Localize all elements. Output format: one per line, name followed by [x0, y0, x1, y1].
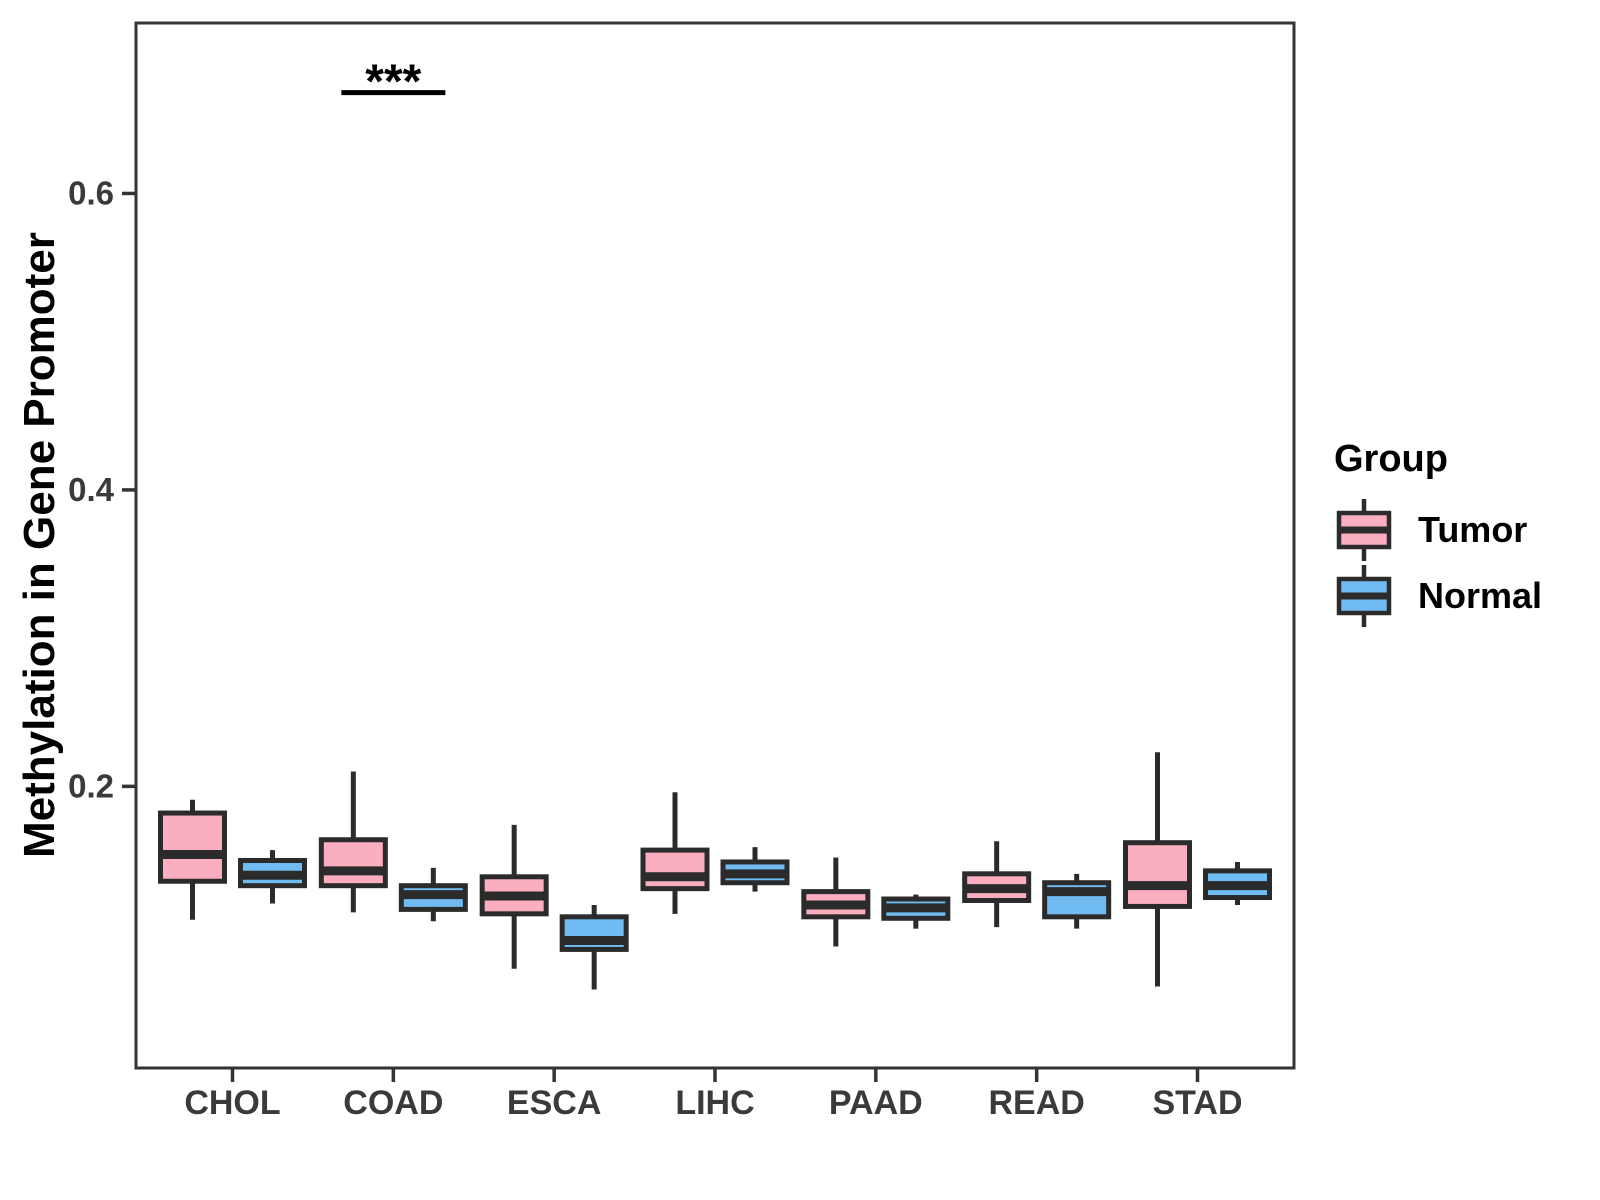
normal-box-coad	[398, 867, 468, 922]
legend-title: Group	[1334, 438, 1448, 480]
tumor-box-read	[962, 841, 1032, 928]
plot-panel-border	[134, 21, 1296, 1070]
x-category-label: COAD	[343, 1084, 443, 1122]
tumor-box-stad	[1123, 752, 1192, 987]
tumor-box-paad	[801, 857, 871, 947]
legend-items: Tumor Normal	[1332, 497, 1592, 629]
x-category-label: LIHC	[675, 1084, 754, 1122]
legend-label-tumor: Tumor	[1418, 509, 1528, 550]
x-category-label: CHOL	[184, 1084, 280, 1122]
y-tick-label: 0.4	[68, 471, 115, 508]
normal-box-stad	[1203, 861, 1272, 905]
x-category-label: PAAD	[829, 1084, 923, 1122]
iqr-box	[1123, 840, 1192, 909]
normal-box-lihc	[720, 847, 790, 892]
iqr-box	[158, 810, 227, 884]
legend: Group Tumor Normal	[1332, 438, 1592, 629]
legend-label-normal: Normal	[1418, 575, 1543, 616]
normal-box-chol	[238, 850, 307, 904]
y-axis-title: Methylation in Gene Promoter	[15, 232, 64, 859]
tumor-box-chol	[158, 799, 227, 920]
normal-box-paad	[881, 894, 951, 929]
normal-boxplot-glyph-icon	[1336, 565, 1392, 627]
normal-box-read	[1042, 873, 1112, 929]
tumor-box-coad	[318, 771, 388, 913]
legend-item-tumor: Tumor	[1332, 497, 1592, 563]
x-category-label: READ	[988, 1084, 1084, 1122]
tumor-box-lihc	[640, 792, 710, 914]
significance-stars: ***	[365, 56, 421, 109]
x-category-label: ESCA	[507, 1084, 601, 1122]
iqr-box	[640, 847, 710, 892]
y-tick-label: 0.6	[68, 174, 114, 211]
normal-box-esca	[559, 904, 629, 990]
y-tick-label: 0.2	[68, 767, 114, 804]
iqr-box	[318, 837, 388, 889]
legend-item-normal: Normal	[1332, 563, 1592, 629]
tumor-box-esca	[479, 824, 549, 969]
x-category-label: STAD	[1152, 1084, 1242, 1122]
tumor-boxplot-glyph-icon	[1336, 499, 1392, 561]
